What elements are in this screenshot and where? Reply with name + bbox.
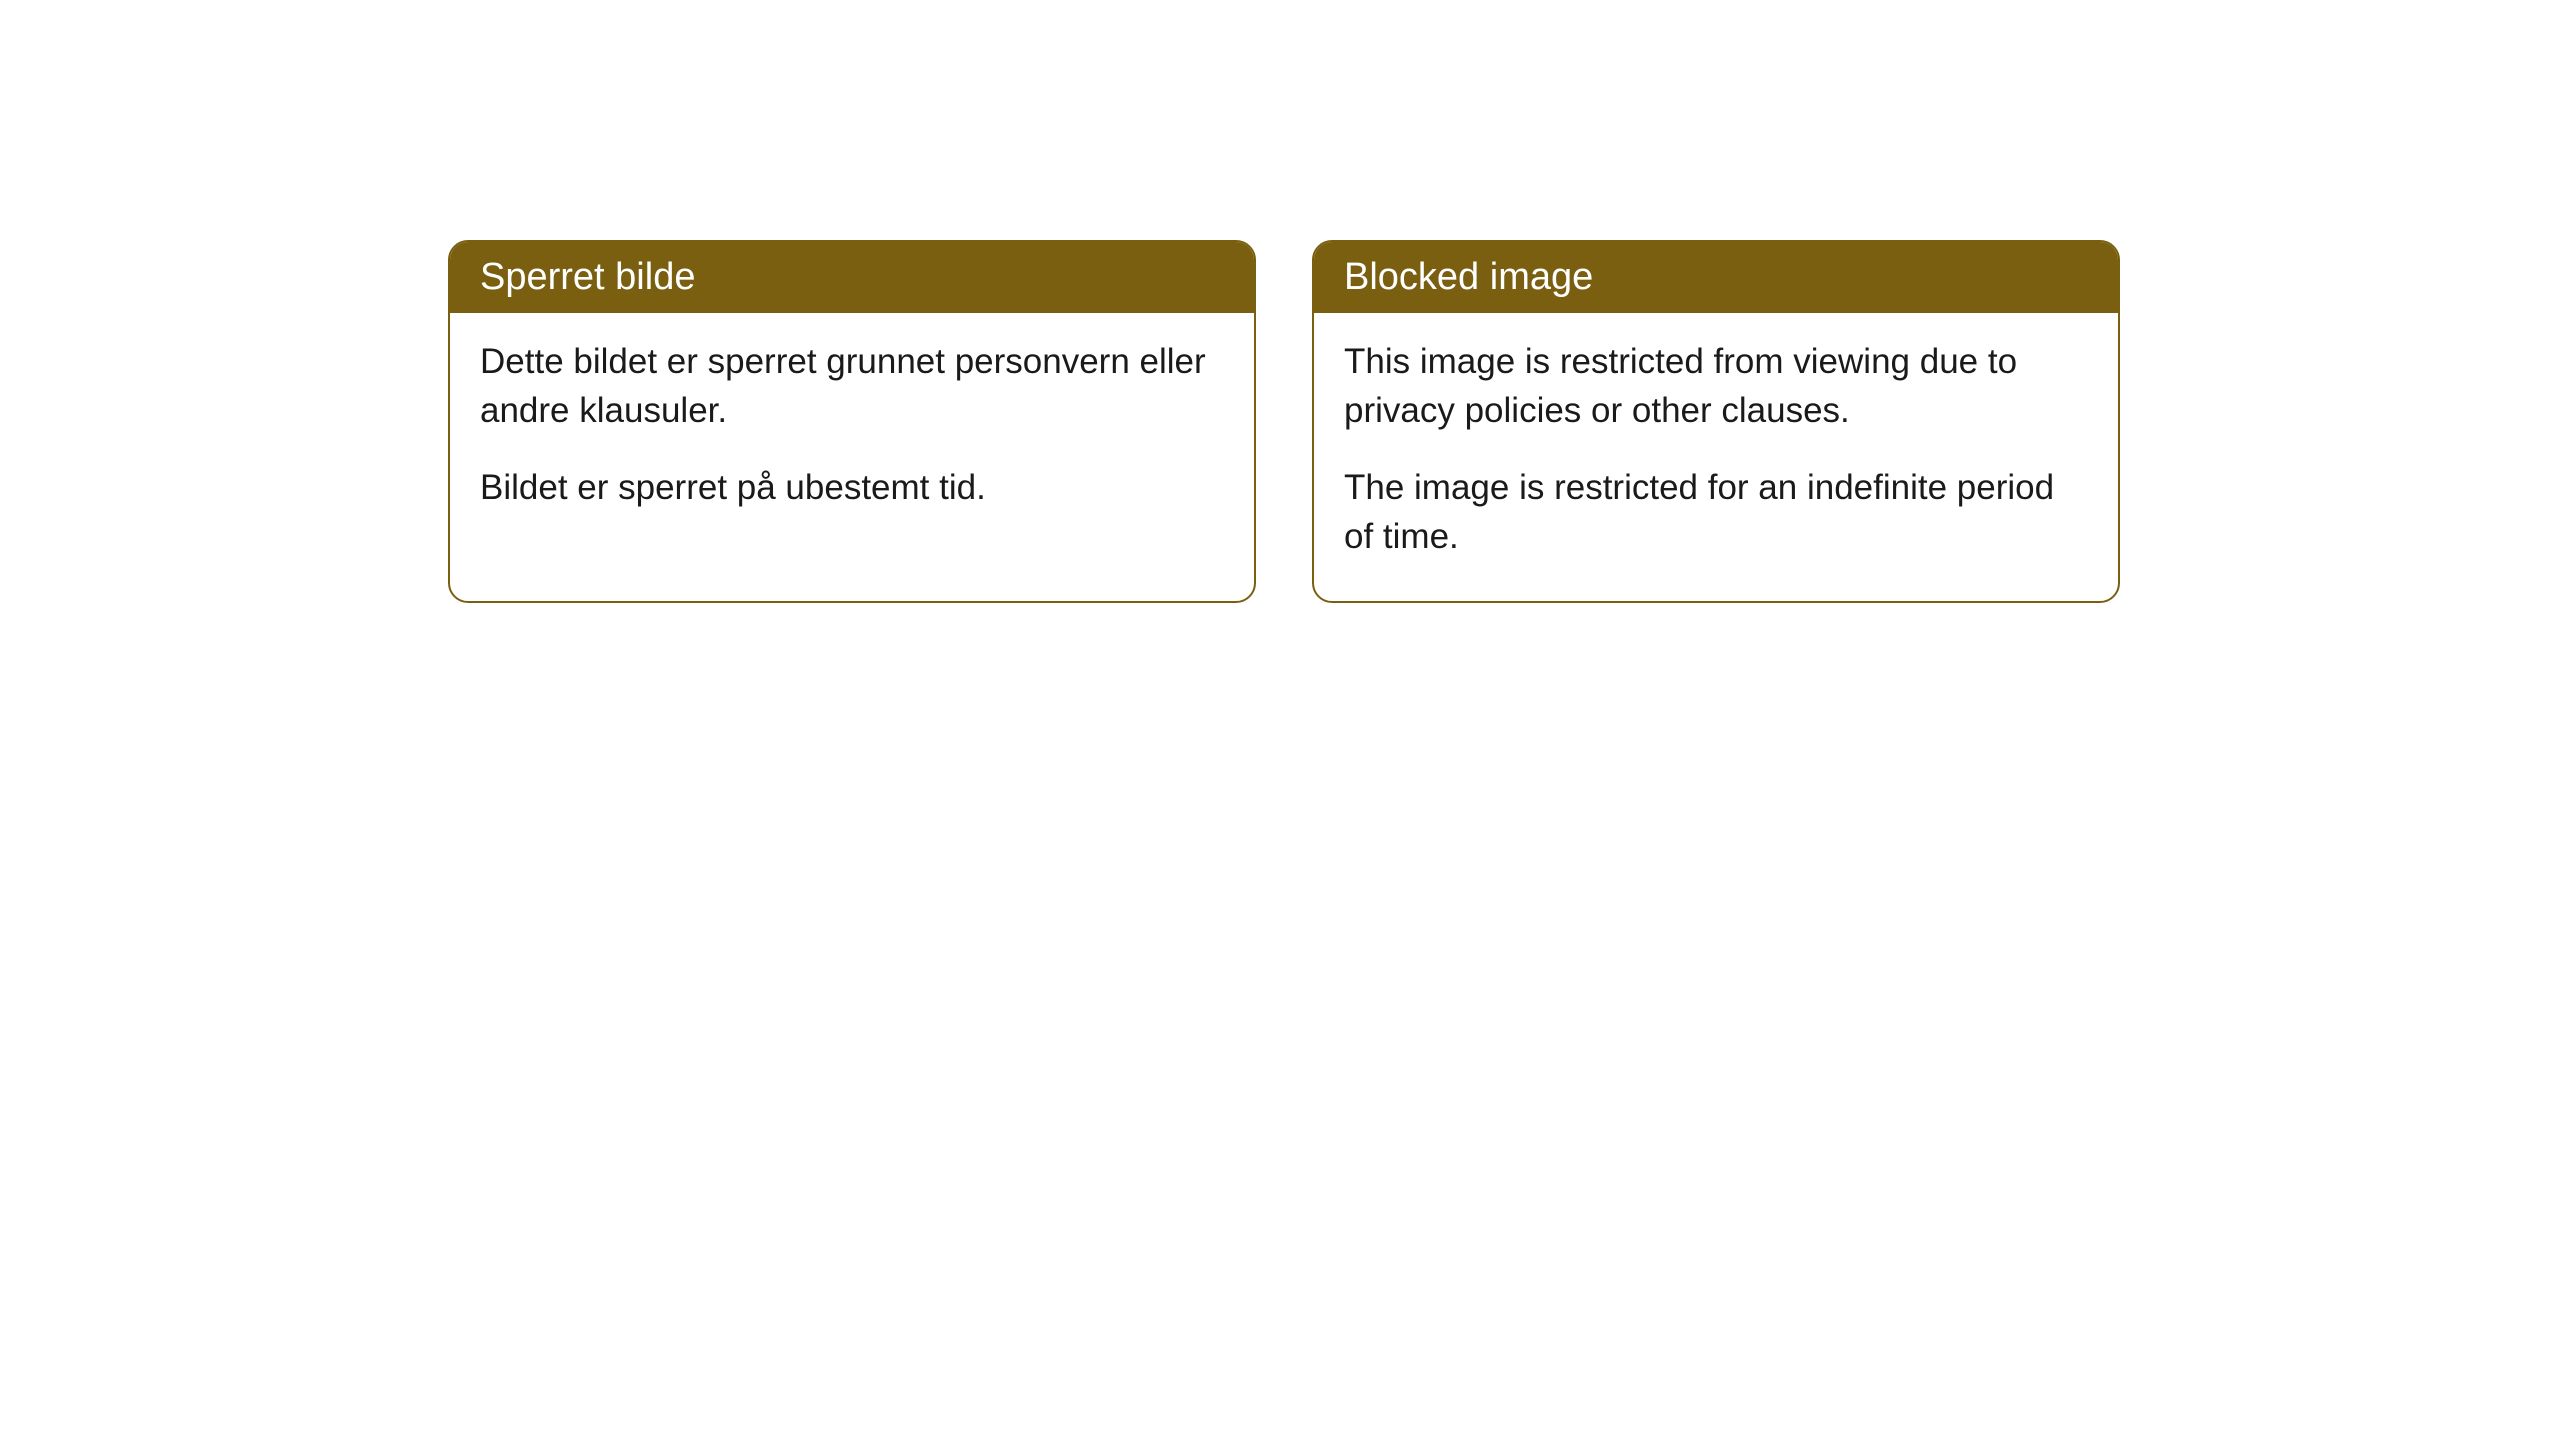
card-text-english-1: This image is restricted from viewing du… [1344,337,2088,435]
card-text-english-2: The image is restricted for an indefinit… [1344,463,2088,561]
card-text-norwegian-1: Dette bildet er sperret grunnet personve… [480,337,1224,435]
card-text-norwegian-2: Bildet er sperret på ubestemt tid. [480,463,1224,512]
card-body-norwegian: Dette bildet er sperret grunnet personve… [450,313,1254,552]
card-title-english: Blocked image [1344,256,1593,298]
notice-card-english: Blocked image This image is restricted f… [1312,240,2120,603]
card-header-norwegian: Sperret bilde [450,242,1254,313]
card-header-english: Blocked image [1314,242,2118,313]
notice-cards-container: Sperret bilde Dette bildet er sperret gr… [448,240,2120,603]
card-title-norwegian: Sperret bilde [480,256,695,298]
notice-card-norwegian: Sperret bilde Dette bildet er sperret gr… [448,240,1256,603]
card-body-english: This image is restricted from viewing du… [1314,313,2118,601]
